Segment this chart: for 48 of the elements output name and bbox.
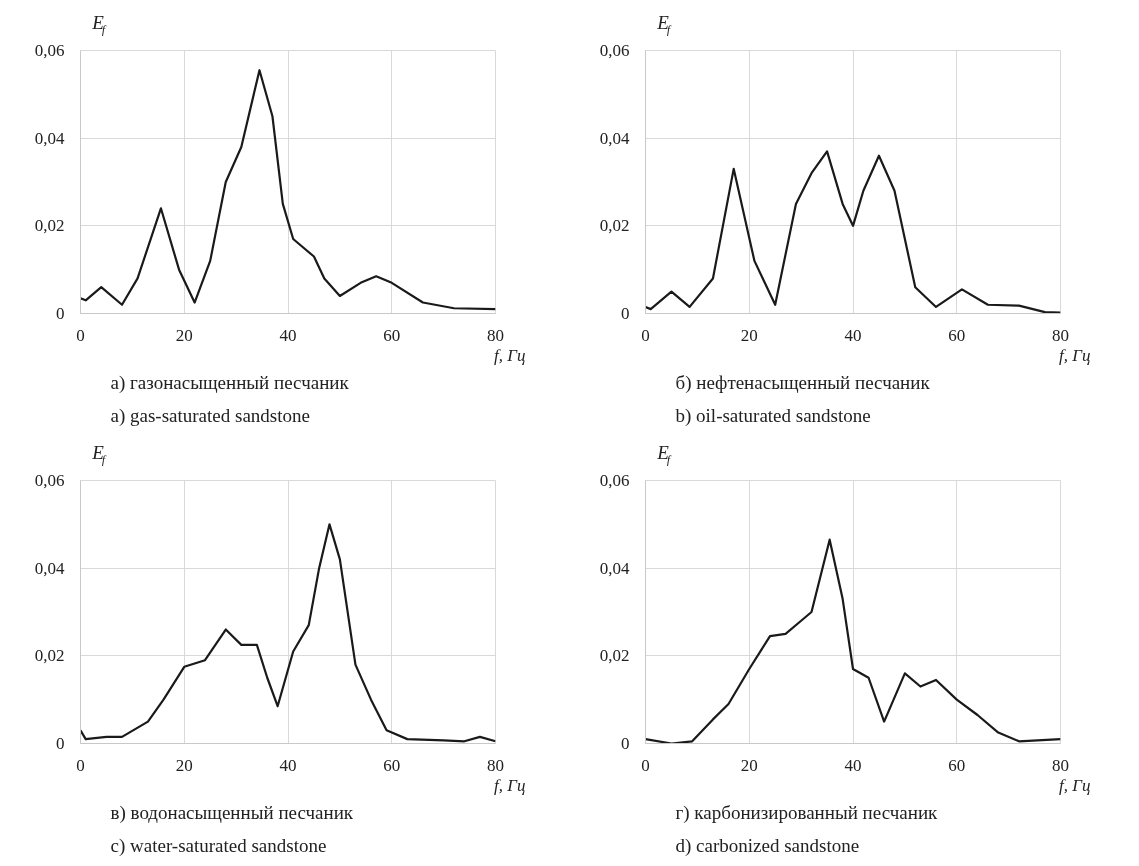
text: a) gas-saturated sandstone xyxy=(110,404,310,427)
y-tick-label: 0,04 xyxy=(34,558,65,578)
x-axis-title: f, Гц xyxy=(494,345,526,365)
x-tick-label: 60 xyxy=(383,325,401,345)
x-tick-label: 80 xyxy=(487,325,504,345)
x-tick-label: 20 xyxy=(740,325,758,345)
x-axis-title: f, Гц xyxy=(494,775,526,795)
x-tick-label: 80 xyxy=(487,755,504,775)
text: в) водонасыщенный песчаник xyxy=(110,801,354,824)
x-tick-label: 0 xyxy=(641,755,650,775)
x-tick-label: 40 xyxy=(279,325,297,345)
y-tick-label: 0,02 xyxy=(599,646,630,666)
x-tick-label: 20 xyxy=(175,755,193,775)
x-tick-label: 40 xyxy=(844,755,862,775)
x-tick-label: 20 xyxy=(175,325,193,345)
x-tick-label: 40 xyxy=(279,755,297,775)
x-tick-label: 60 xyxy=(383,755,401,775)
y-tick-label: 0,06 xyxy=(599,471,630,490)
text: b) oil-saturated sandstone xyxy=(675,404,871,427)
text: б) нефтенасыщенный песчаник xyxy=(675,371,931,394)
y-tick-label: 0,04 xyxy=(599,558,630,578)
y-tick-label: 0,04 xyxy=(599,128,630,148)
x-tick-label: 80 xyxy=(1052,755,1069,775)
y-tick-label: 0,06 xyxy=(34,41,65,60)
y-tick-label: 0,02 xyxy=(599,216,630,236)
y-tick-label: 0,04 xyxy=(34,128,65,148)
y-tick-label: 0,06 xyxy=(599,41,630,60)
x-tick-label: 0 xyxy=(641,325,650,345)
text: а) газонасыщенный песчаник xyxy=(110,371,350,394)
x-tick-label: 0 xyxy=(76,325,85,345)
y-tick-label: 0,02 xyxy=(34,646,65,666)
text: c) water-saturated sandstone xyxy=(110,834,327,857)
x-tick-label: 40 xyxy=(844,325,862,345)
x-axis-title: f, Гц xyxy=(1059,345,1091,365)
y-tick-label: 0 xyxy=(621,734,630,753)
y-tick-label: 0 xyxy=(621,304,630,323)
y-tick-label: 0,02 xyxy=(34,216,65,236)
y-tick-label: 0 xyxy=(56,304,65,323)
y-tick-label: 0,06 xyxy=(34,471,65,490)
x-tick-label: 0 xyxy=(76,755,85,775)
x-axis-title: f, Гц xyxy=(1059,775,1091,795)
x-tick-label: 60 xyxy=(948,755,966,775)
y-tick-label: 0 xyxy=(56,734,65,753)
text: г) карбонизированный песчаник xyxy=(675,801,939,824)
x-tick-label: 60 xyxy=(948,325,966,345)
text: d) carbonized sandstone xyxy=(675,834,860,857)
x-tick-label: 20 xyxy=(740,755,758,775)
x-tick-label: 80 xyxy=(1052,325,1069,345)
